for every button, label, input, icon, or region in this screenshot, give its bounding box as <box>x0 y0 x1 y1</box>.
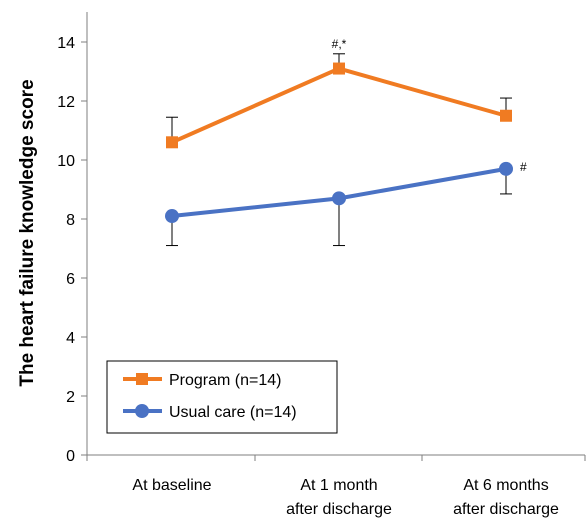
series-1: # <box>165 160 527 247</box>
data-point <box>332 191 346 206</box>
data-point <box>165 209 179 224</box>
y-tick-label: 0 <box>66 448 75 465</box>
y-tick-label: 4 <box>66 330 75 347</box>
annotation: # <box>520 160 527 174</box>
data-point <box>500 109 512 122</box>
y-axis: 0 2 4 6 8 10 12 14 <box>57 12 88 465</box>
data-point <box>499 161 513 176</box>
y-tick-label: 2 <box>66 389 75 406</box>
legend-marker <box>136 373 148 385</box>
data-point <box>333 62 345 75</box>
y-tick-label: 8 <box>66 212 75 229</box>
x-axis: At baseline At 1 month after discharge At 6… <box>86 454 586 518</box>
x-tick-label: At 6 months <box>463 477 548 494</box>
x-tick-label: after discharge <box>453 501 559 518</box>
y-tick-label: 10 <box>57 153 75 170</box>
annotation: #,* <box>332 37 347 51</box>
legend-label: Usual care (n=14) <box>169 404 297 421</box>
legend: Program (n=14) Usual care (n=14) <box>106 360 338 434</box>
data-point <box>166 136 178 149</box>
legend-label: Program (n=14) <box>169 372 282 389</box>
x-tick-label: At 1 month <box>300 477 377 494</box>
legend-marker <box>135 404 149 418</box>
y-tick-label: 14 <box>57 35 75 52</box>
x-tick-label: At baseline <box>132 477 211 494</box>
series-layer: #,* # <box>165 37 527 247</box>
x-tick-label: after discharge <box>286 501 392 518</box>
y-tick-label: 12 <box>57 94 75 111</box>
series-0: #,* <box>166 37 512 149</box>
series-line <box>171 66 507 145</box>
y-tick-label: 6 <box>66 271 75 288</box>
y-axis-label: The heart failure knowledge score <box>17 79 38 386</box>
